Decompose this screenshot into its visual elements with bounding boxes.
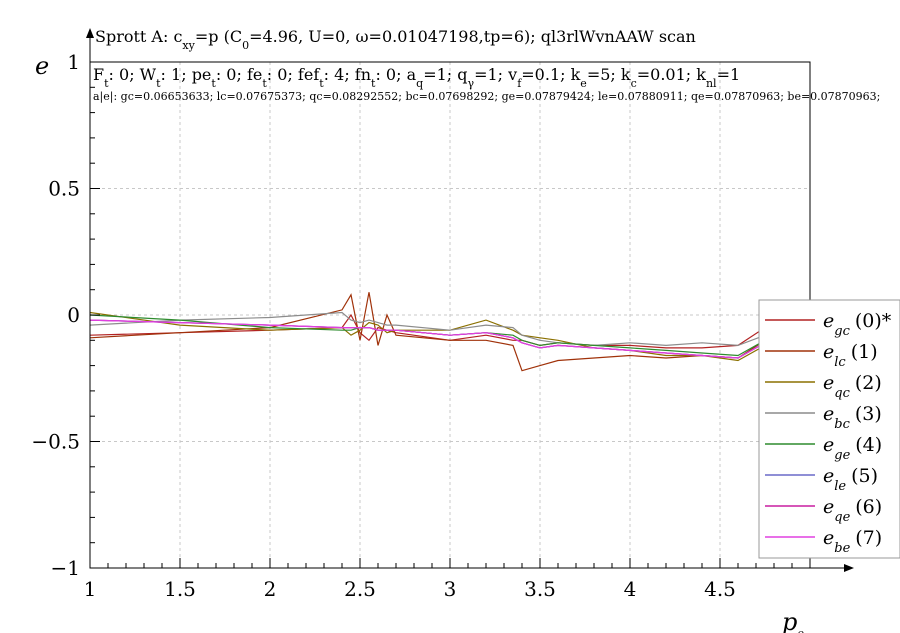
x-tick-label: 1.5 [164, 577, 196, 601]
x-tick-label: 4.5 [704, 577, 736, 601]
params-line: Ft: 0; Wt: 1; pet: 0; fet: 0; feft: 4; f… [93, 65, 740, 90]
legend-entry-gc: egc (0)* [823, 310, 892, 339]
legend-entry-be: ebe (7) [823, 527, 882, 556]
x-tick-label: 3.5 [524, 577, 556, 601]
y-tick-label: 0.5 [48, 177, 80, 201]
chart-title: Sprott A: cxy=p (C0=4.96, U=0, ω=0.01047… [95, 27, 696, 52]
series-qc-line [89, 311, 766, 362]
series-lc-line [89, 292, 766, 372]
x-tick-label: 2.5 [344, 577, 376, 601]
x-tick-label: 4 [624, 577, 637, 601]
x-tick-label: 3 [444, 577, 457, 601]
legend-entry-lc: elc (1) [823, 341, 878, 370]
legend: egc (0)*elc (1)eqc (2)ebc (3)ege (4)ele (5)eqe… [758, 299, 900, 559]
series-be-line [89, 319, 766, 359]
x-tick-label: 1 [84, 577, 97, 601]
x-axis-label: po [782, 608, 804, 633]
y-tick-label: −1 [51, 556, 80, 580]
series-lines [89, 292, 766, 372]
legend-entry-qc: eqc (2) [823, 372, 882, 401]
y-tick-label: 0 [67, 303, 80, 327]
y-tick-label: −0.5 [31, 430, 80, 454]
y-axis-label: e [35, 52, 49, 80]
grid [90, 62, 810, 568]
series-ge-line [89, 314, 766, 357]
errors-line: a|e|: gc=0.06653633; lc=0.07675373; qc=0… [93, 90, 880, 104]
legend-entry-ge: ege (4) [823, 434, 882, 463]
legend-entry-qe: eqe (6) [823, 496, 882, 525]
x-axis-arrow [844, 564, 854, 572]
x-tick-label: 2 [264, 577, 277, 601]
series-gc-line [89, 313, 766, 349]
y-axis-arrow [86, 28, 94, 38]
series-bc-line [89, 311, 766, 347]
axes [86, 28, 854, 572]
legend-box [758, 299, 900, 559]
legend-entry-le: ele (5) [823, 465, 878, 494]
tick-labels: 1 1.5 2 2.5 3 3.5 4 4.5 −1 −0.5 0 0.5 1 [31, 50, 735, 601]
y-tick-label: 1 [67, 50, 80, 74]
legend-entry-bc: ebc (3) [823, 403, 882, 432]
